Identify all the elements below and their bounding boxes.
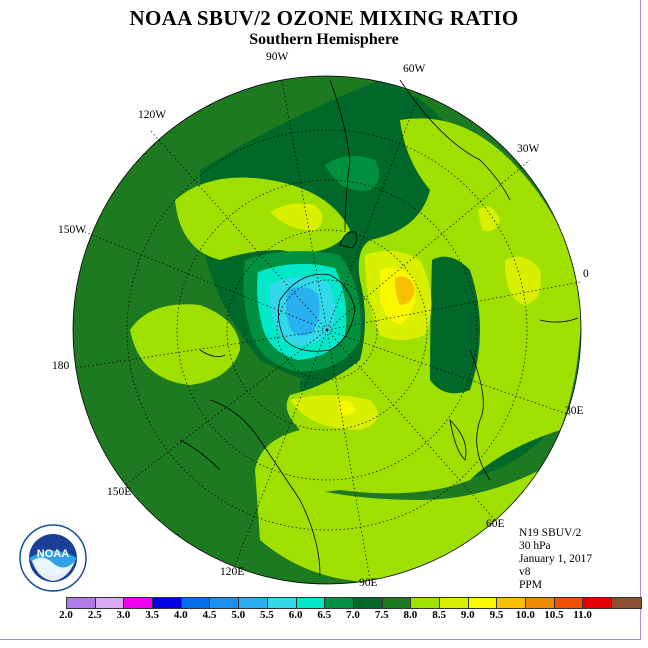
colorbar-swatch bbox=[296, 598, 326, 608]
colorbar-swatch bbox=[325, 598, 354, 608]
colorbar-swatch bbox=[583, 598, 613, 608]
colorbar-swatch bbox=[267, 598, 297, 608]
image-frame bbox=[0, 0, 641, 640]
info-block: N19 SBUV/2 30 hPa January 1, 2017 v8 PPM bbox=[519, 527, 592, 592]
coastlines bbox=[179, 79, 579, 576]
lon-label-120w: 120W bbox=[138, 109, 167, 121]
colorbar-swatch bbox=[439, 598, 469, 608]
satellite-label: N19 SBUV/2 bbox=[519, 527, 582, 539]
lon-label-90w: 90W bbox=[266, 51, 289, 63]
colorbar-swatch bbox=[554, 598, 584, 608]
colorbar-tick-label: 5.5 bbox=[260, 609, 274, 621]
units-label: PPM bbox=[519, 579, 543, 591]
colorbar-tick-label: 8.5 bbox=[432, 609, 446, 621]
colorbar-tick-label: 3.0 bbox=[116, 609, 131, 621]
colorbar-swatch bbox=[497, 598, 526, 608]
map-title: NOAA SBUV/2 OZONE MIXING RATIO bbox=[129, 6, 519, 30]
lon-label-60w: 60W bbox=[403, 63, 426, 75]
colorbar bbox=[66, 597, 642, 609]
colorbar-tick-label: 2.5 bbox=[87, 609, 102, 621]
colorbar-swatch bbox=[612, 598, 641, 608]
colorbar-swatch bbox=[153, 598, 182, 608]
colorbar-tick-label: 9.0 bbox=[460, 609, 475, 621]
colorbar-tick-label: 2.0 bbox=[59, 609, 73, 621]
colorbar-tick-label: 9.5 bbox=[489, 609, 504, 621]
lon-label-180: 180 bbox=[52, 360, 70, 372]
graticule bbox=[74, 79, 581, 581]
lon-label-150w: 150W bbox=[58, 224, 87, 236]
colorbar-swatch bbox=[411, 598, 440, 608]
lon-label-60e: 60E bbox=[486, 518, 505, 530]
map-subtitle: Southern Hemisphere bbox=[249, 31, 399, 48]
colorbar-swatch bbox=[181, 598, 211, 608]
colorbar-tick-label: 7.5 bbox=[374, 609, 389, 621]
colorbar-tick-label: 7.0 bbox=[346, 609, 360, 621]
colorbar-tick-label: 8.0 bbox=[403, 609, 418, 621]
date-label: January 1, 2017 bbox=[519, 553, 593, 565]
colorbar-swatch bbox=[468, 598, 498, 608]
colorbar-swatch bbox=[67, 598, 96, 608]
colorbar-swatch bbox=[210, 598, 240, 608]
colorbar-tick-label: 5.0 bbox=[231, 609, 246, 621]
colorbar-swatch bbox=[124, 598, 154, 608]
colorbar-ticks: 2.0 2.5 3.0 3.5 4.0 4.5 5.0 5.5 6.0 6.5 7.0 7.5 8.0 8… bbox=[55, 609, 615, 623]
colorbar-tick-label: 10.0 bbox=[515, 609, 535, 621]
colorbar-tick-label: 4.5 bbox=[202, 609, 217, 621]
colorbar-tick-label: 10.5 bbox=[544, 609, 564, 621]
colorbar-tick-label: 3.5 bbox=[145, 609, 159, 621]
colorbar-swatch bbox=[353, 598, 383, 608]
lon-label-0: 0 bbox=[583, 268, 589, 280]
lon-label-150e: 150E bbox=[107, 486, 132, 498]
logo-text: NOAA bbox=[37, 548, 69, 560]
colorbar-swatch bbox=[95, 598, 125, 608]
colorbar-swatch bbox=[382, 598, 412, 608]
map-boundary bbox=[72, 75, 582, 585]
colorbar-tick-label: 11.0 bbox=[573, 609, 592, 621]
colorbar-tick-label: 4.0 bbox=[173, 609, 188, 621]
lon-label-120e: 120E bbox=[220, 566, 245, 578]
lon-label-90e: 90E bbox=[359, 577, 378, 589]
colorbar-tick-label: 6.0 bbox=[288, 609, 303, 621]
lon-label-30e: 30E bbox=[565, 405, 584, 417]
version-label: v8 bbox=[519, 566, 531, 578]
colorbar-tick-label: 6.5 bbox=[317, 609, 332, 621]
lon-label-30w: 30W bbox=[517, 143, 540, 155]
noaa-logo: NOAA bbox=[19, 524, 87, 592]
colorbar-swatch bbox=[239, 598, 268, 608]
colorbar-swatch bbox=[526, 598, 555, 608]
pressure-level-label: 30 hPa bbox=[519, 540, 551, 552]
